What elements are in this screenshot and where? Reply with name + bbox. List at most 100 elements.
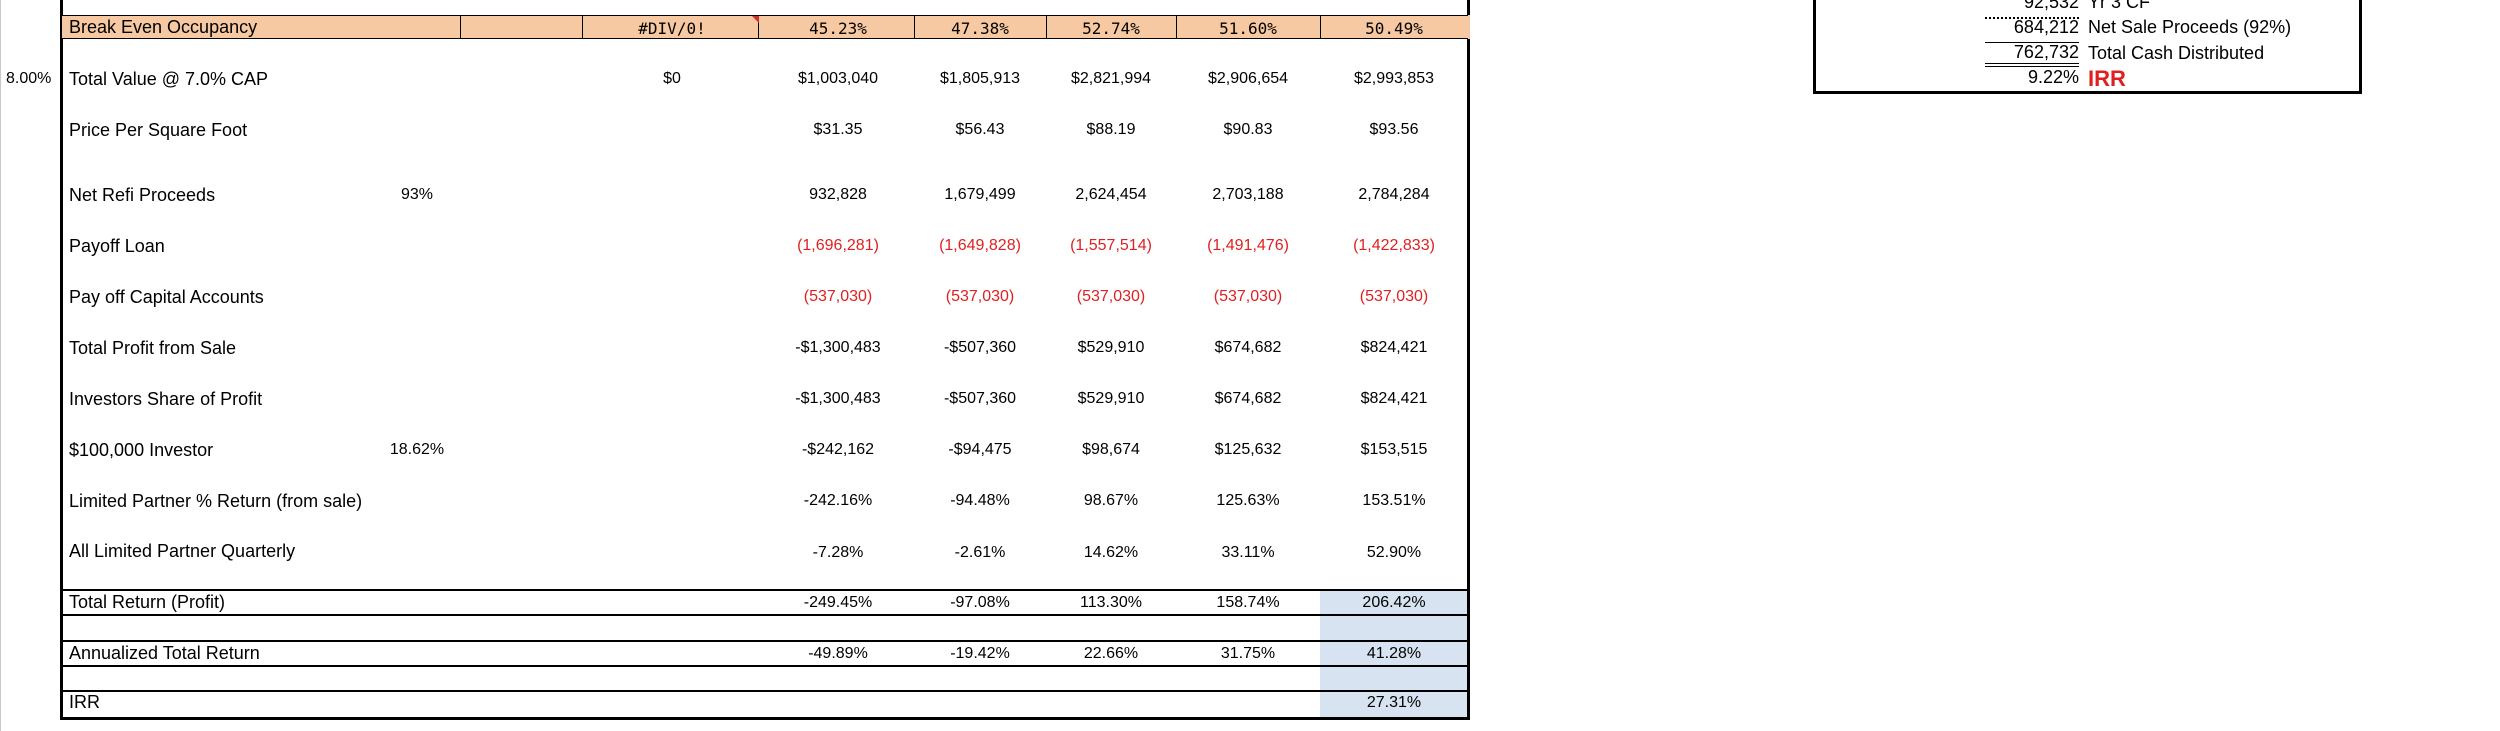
- value-cell[interactable]: 41.28%: [1366, 645, 1422, 662]
- irr-value-cell[interactable]: 27.31%: [1366, 694, 1422, 711]
- summary-label: Yr 3 CF: [2088, 0, 2151, 12]
- value-cell[interactable]: $90.83: [1223, 121, 1273, 138]
- value-cell[interactable]: $529,910: [1077, 339, 1145, 356]
- value-cell[interactable]: 158.74%: [1216, 594, 1280, 611]
- break-even-value[interactable]: 45.23%: [809, 19, 867, 38]
- value-cell[interactable]: 33.11%: [1221, 544, 1275, 561]
- value-cell[interactable]: $1,003,040: [797, 70, 879, 87]
- value-cell[interactable]: 153.51%: [1362, 492, 1426, 509]
- value-cell[interactable]: -94.48%: [950, 492, 1010, 509]
- break-even-row[interactable]: [62, 15, 1470, 39]
- value-cell[interactable]: -249.45%: [803, 594, 873, 611]
- value-cell[interactable]: 31.75%: [1220, 645, 1276, 662]
- value-cell[interactable]: -97.08%: [950, 594, 1010, 611]
- row-label: All Limited Partner Quarterly: [69, 541, 296, 561]
- value-cell[interactable]: $56.43: [955, 121, 1005, 138]
- value-cell[interactable]: (1,557,514): [1070, 237, 1152, 254]
- break-even-value[interactable]: 47.38%: [951, 19, 1009, 38]
- row-label: Total Value @ 7.0% CAP: [69, 69, 269, 89]
- value-cell[interactable]: 98.67%: [1083, 492, 1139, 509]
- row-label: $100,000 Investor: [69, 440, 214, 460]
- summary-irr-value[interactable]: 9.22%: [2027, 67, 2079, 87]
- value-cell[interactable]: -19.42%: [950, 645, 1010, 662]
- value-cell[interactable]: -242.16%: [803, 492, 873, 509]
- summary-value[interactable]: 762,732: [2013, 42, 2079, 62]
- value-cell[interactable]: $824,421: [1360, 339, 1428, 356]
- value-cell[interactable]: -$507,360: [943, 390, 1017, 407]
- value-cell[interactable]: (1,696,281): [797, 237, 879, 254]
- left-gridline: [0, 0, 1, 731]
- value-cell[interactable]: $153,515: [1360, 441, 1428, 458]
- value-cell[interactable]: 2,703,188: [1212, 186, 1284, 203]
- value-cell[interactable]: (1,491,476): [1207, 237, 1289, 254]
- comment-indicator-icon[interactable]: [752, 16, 759, 23]
- value-cell[interactable]: 52.90%: [1366, 544, 1422, 561]
- table-left-border: [60, 0, 63, 720]
- value-cell[interactable]: -7.28%: [812, 544, 864, 561]
- value-cell[interactable]: 113.30%: [1080, 594, 1142, 611]
- table-bottom-border: [60, 717, 1470, 720]
- value-cell[interactable]: $2,906,654: [1207, 70, 1289, 87]
- value-cell[interactable]: $98,674: [1082, 441, 1140, 458]
- value-cell[interactable]: -$1,300,483: [795, 390, 881, 407]
- value-cell[interactable]: $529,910: [1077, 390, 1145, 407]
- double-rule: [1985, 63, 2079, 64]
- value-cell[interactable]: 2,624,454: [1075, 186, 1147, 203]
- row-label: Pay off Capital Accounts: [69, 287, 264, 307]
- value-cell[interactable]: $2,821,994: [1070, 70, 1152, 87]
- value-cell[interactable]: 206.42%: [1362, 594, 1426, 611]
- rule: [1985, 42, 2079, 43]
- value-cell[interactable]: 125.63%: [1216, 492, 1280, 509]
- summary-value[interactable]: 684,212: [2013, 17, 2079, 37]
- summary-label: Total Cash Distributed: [2088, 43, 2265, 63]
- value-cell[interactable]: -$94,475: [948, 441, 1012, 458]
- row-label: Price Per Square Foot: [69, 120, 248, 140]
- value-cell[interactable]: -$242,162: [801, 441, 875, 458]
- break-even-label: Break Even Occupancy: [69, 17, 258, 37]
- value-cell[interactable]: 14.62%: [1083, 544, 1139, 561]
- value-cell[interactable]: (537,030): [1213, 288, 1283, 305]
- value-cell[interactable]: $125,632: [1214, 441, 1282, 458]
- value-cell[interactable]: -2.61%: [954, 544, 1006, 561]
- value-cell[interactable]: 932,828: [809, 186, 867, 203]
- value-cell[interactable]: (537,030): [1359, 288, 1429, 305]
- cell-divider: [582, 15, 583, 39]
- value-cell[interactable]: $93.56: [1369, 121, 1419, 138]
- value-cell[interactable]: (537,030): [945, 288, 1015, 305]
- value-cell[interactable]: -$1,300,483: [795, 339, 881, 356]
- value-cell[interactable]: $31.35: [813, 121, 863, 138]
- row-border: [62, 665, 1468, 667]
- value-cell[interactable]: $2,993,853: [1353, 70, 1435, 87]
- first-value-cell[interactable]: $0: [663, 70, 681, 87]
- margin-rate-cell[interactable]: 8.00%: [6, 70, 52, 87]
- cell-divider: [460, 15, 461, 39]
- value-cell[interactable]: (1,649,828): [939, 237, 1021, 254]
- div-error-cell[interactable]: #DIV/0!: [638, 19, 706, 38]
- value-cell[interactable]: (1,422,833): [1353, 237, 1435, 254]
- extra-cell[interactable]: 93%: [400, 186, 434, 203]
- value-cell[interactable]: (537,030): [1076, 288, 1146, 305]
- break-even-value[interactable]: 51.60%: [1219, 19, 1277, 38]
- value-cell[interactable]: -49.89%: [808, 645, 868, 662]
- row-border: [62, 15, 1468, 16]
- value-cell[interactable]: (537,030): [803, 288, 873, 305]
- value-cell[interactable]: 2,784,284: [1358, 186, 1430, 203]
- value-cell[interactable]: $1,805,913: [939, 70, 1021, 87]
- value-cell[interactable]: 22.66%: [1083, 645, 1139, 662]
- summary-value[interactable]: 92,532: [2023, 0, 2079, 12]
- break-even-value[interactable]: 50.49%: [1365, 19, 1423, 38]
- value-cell[interactable]: $674,682: [1214, 390, 1282, 407]
- value-cell[interactable]: -$507,360: [943, 339, 1017, 356]
- value-cell[interactable]: $88.19: [1086, 121, 1136, 138]
- value-cell[interactable]: $824,421: [1360, 390, 1428, 407]
- row-border: [62, 38, 1468, 39]
- break-even-value[interactable]: 52.74%: [1082, 19, 1140, 38]
- value-cell[interactable]: 1,679,499: [944, 186, 1016, 203]
- extra-cell[interactable]: 18.62%: [389, 441, 445, 458]
- dotted-rule: [1985, 17, 2079, 19]
- cell-divider: [1176, 15, 1177, 39]
- row-label: Limited Partner % Return (from sale): [69, 491, 363, 511]
- cell-divider: [1320, 15, 1321, 39]
- value-cell[interactable]: $674,682: [1214, 339, 1282, 356]
